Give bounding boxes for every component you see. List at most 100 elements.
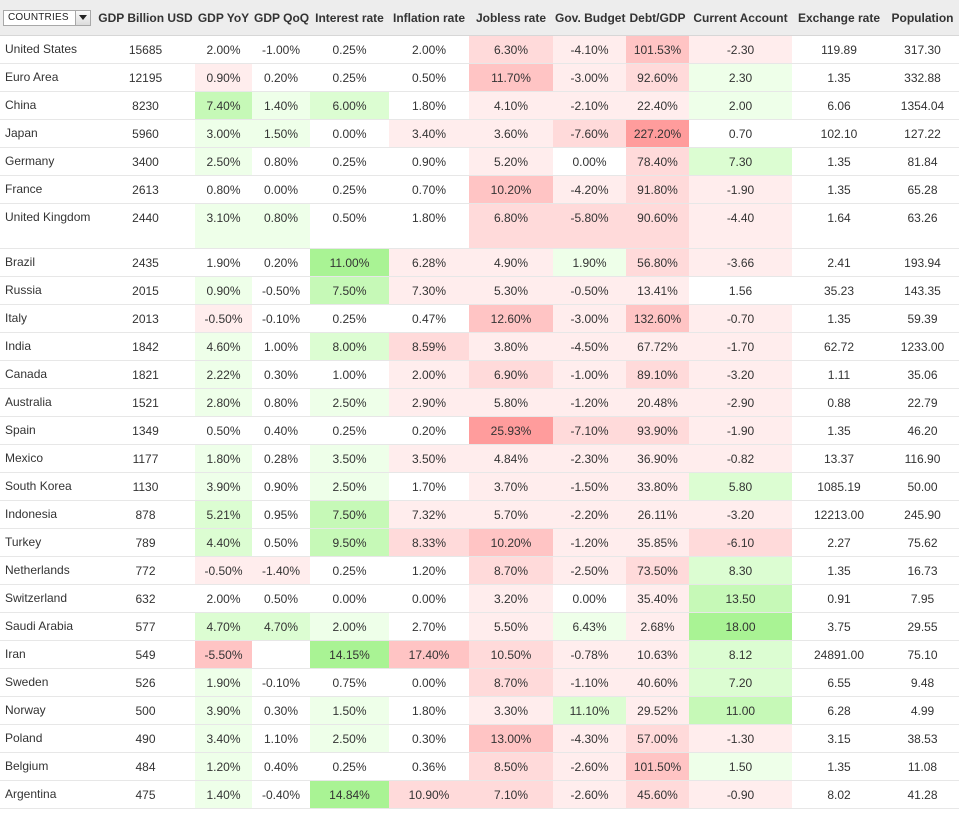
cell-inflation-rate: 6.28%: [389, 248, 469, 277]
cell-gdp-qoq: -0.10%: [252, 668, 310, 697]
column-header-gdp-billion-usd[interactable]: GDP Billion USD: [96, 0, 195, 36]
country-link[interactable]: Germany: [5, 154, 55, 168]
country-link[interactable]: Mexico: [5, 451, 44, 465]
column-header-population[interactable]: Population: [886, 0, 959, 36]
column-header-jobless-rate[interactable]: Jobless rate: [469, 0, 553, 36]
country-link[interactable]: Australia: [5, 395, 52, 409]
cell-debt-gdp: 67.72%: [626, 332, 689, 361]
cell-current-account: 2.00: [689, 91, 792, 120]
cell-exchange-rate: 1.35: [792, 147, 886, 176]
country-cell: Euro Area: [0, 63, 96, 92]
country-link[interactable]: Spain: [5, 423, 36, 437]
country-cell: Italy: [0, 304, 96, 333]
cell-debt-gdp: 73.50%: [626, 556, 689, 585]
cell-gov-budget: -1.10%: [553, 668, 626, 697]
cell-interest-rate: 0.25%: [310, 752, 389, 781]
country-link[interactable]: France: [5, 182, 43, 196]
cell-population: 22.79: [886, 388, 959, 417]
cell-debt-gdp: 93.90%: [626, 416, 689, 445]
cell-inflation-rate: 0.20%: [389, 416, 469, 445]
countries-dropdown[interactable]: COUNTRIES: [3, 9, 91, 26]
country-link[interactable]: Italy: [5, 311, 28, 325]
country-link[interactable]: Sweden: [5, 675, 49, 689]
country-cell: Indonesia: [0, 500, 96, 529]
column-header-debt-gdp[interactable]: Debt/GDP: [626, 0, 689, 36]
cell-gdp-qoq: 0.40%: [252, 416, 310, 445]
country-link[interactable]: United Kingdom: [5, 210, 91, 224]
column-header-gov-budget[interactable]: Gov. Budget: [553, 0, 626, 36]
country-link[interactable]: Iran: [5, 647, 26, 661]
cell-jobless-rate: 12.60%: [469, 304, 553, 333]
cell-jobless-rate: 11.70%: [469, 63, 553, 92]
cell-gov-budget: -5.80%: [553, 203, 626, 249]
column-header-interest-rate[interactable]: Interest rate: [310, 0, 389, 36]
country-link[interactable]: Brazil: [5, 255, 36, 269]
cell-interest-rate: 1.00%: [310, 360, 389, 389]
cell-jobless-rate: 8.50%: [469, 752, 553, 781]
country-link[interactable]: Russia: [5, 283, 42, 297]
table-row: Japan 5960 3.00% 1.50% 0.00% 3.40% 3.60% -7.60%…: [0, 119, 959, 148]
country-link[interactable]: Argentina: [5, 787, 57, 801]
table-row: Australia 1521 2.80% 0.80% 2.50% 2.90% 5.80% -1…: [0, 388, 959, 417]
cell-current-account: -6.10: [689, 528, 792, 557]
cell-current-account: -2.30: [689, 35, 792, 64]
cell-jobless-rate: 8.70%: [469, 668, 553, 697]
column-header-current-account[interactable]: Current Account: [689, 0, 792, 36]
column-header-inflation-rate[interactable]: Inflation rate: [389, 0, 469, 36]
cell-gdp-billion-usd: 1821: [96, 360, 195, 389]
cell-gov-budget: -1.20%: [553, 528, 626, 557]
column-header-gdp-qoq[interactable]: GDP QoQ: [252, 0, 310, 36]
country-link[interactable]: Poland: [5, 731, 43, 745]
cell-gdp-qoq: 0.30%: [252, 360, 310, 389]
country-link[interactable]: Japan: [5, 126, 38, 140]
cell-current-account: -0.82: [689, 444, 792, 473]
cell-debt-gdp: 20.48%: [626, 388, 689, 417]
cell-population: 75.10: [886, 640, 959, 669]
cell-gov-budget: -0.50%: [553, 276, 626, 305]
cell-jobless-rate: 4.10%: [469, 91, 553, 120]
cell-gdp-qoq: -0.50%: [252, 276, 310, 305]
country-link[interactable]: Netherlands: [5, 563, 70, 577]
chevron-down-icon[interactable]: [75, 10, 90, 25]
country-link[interactable]: Switzerland: [5, 591, 68, 605]
country-link[interactable]: China: [5, 98, 37, 112]
table-row: Germany 3400 2.50% 0.80% 0.25% 0.90% 5.20% 0.00…: [0, 147, 959, 176]
cell-debt-gdp: 35.40%: [626, 584, 689, 613]
cell-exchange-rate: 1.35: [792, 304, 886, 333]
cell-gdp-billion-usd: 475: [96, 780, 195, 809]
cell-gdp-billion-usd: 15685: [96, 35, 195, 64]
column-header-gdp-yoy[interactable]: GDP YoY: [195, 0, 252, 36]
country-link[interactable]: Turkey: [5, 535, 42, 549]
cell-interest-rate: 0.25%: [310, 175, 389, 204]
table-header: COUNTRIES GDP Billion USD GDP YoY GDP QoQ I…: [0, 0, 959, 36]
cell-gov-budget: -1.20%: [553, 388, 626, 417]
country-link[interactable]: Canada: [5, 367, 48, 381]
country-link[interactable]: Norway: [5, 703, 46, 717]
cell-current-account: 5.80: [689, 472, 792, 501]
country-link[interactable]: Saudi Arabia: [5, 619, 74, 633]
cell-interest-rate: 14.15%: [310, 640, 389, 669]
table-row: Russia 2015 0.90% -0.50% 7.50% 7.30% 5.30% -0.5…: [0, 276, 959, 305]
country-link[interactable]: South Korea: [5, 479, 72, 493]
cell-gdp-billion-usd: 1130: [96, 472, 195, 501]
table-row: Iran 549 -5.50% 14.15% 17.40% 10.50% -0.78% 10.…: [0, 640, 959, 669]
country-link[interactable]: Euro Area: [5, 70, 59, 84]
column-header-exchange-rate[interactable]: Exchange rate: [792, 0, 886, 36]
country-link[interactable]: United States: [5, 42, 78, 56]
country-cell: Germany: [0, 147, 96, 176]
table-row: Euro Area 12195 0.90% 0.20% 0.25% 0.50% 11.70%…: [0, 63, 959, 92]
country-cell: Iran: [0, 640, 96, 669]
cell-jobless-rate: 4.90%: [469, 248, 553, 277]
cell-population: 46.20: [886, 416, 959, 445]
cell-exchange-rate: 24891.00: [792, 640, 886, 669]
country-link[interactable]: Indonesia: [5, 507, 58, 521]
cell-gdp-qoq: [252, 640, 310, 669]
country-cell: Norway: [0, 696, 96, 725]
cell-debt-gdp: 2.68%: [626, 612, 689, 641]
country-cell: Poland: [0, 724, 96, 753]
cell-current-account: 8.12: [689, 640, 792, 669]
table-row: United States 15685 2.00% -1.00% 0.25% 2.00% 6…: [0, 35, 959, 64]
country-link[interactable]: India: [5, 339, 32, 353]
country-link[interactable]: Belgium: [5, 759, 49, 773]
cell-population: 63.26: [886, 203, 959, 249]
